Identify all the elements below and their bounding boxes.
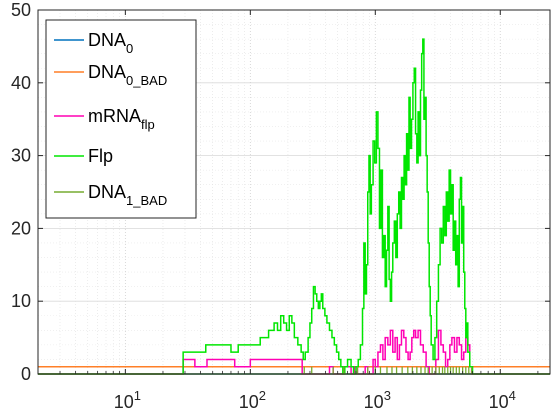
series-line-Flp <box>38 38 550 375</box>
series-line-mRNAflp <box>38 329 550 375</box>
legend-box <box>45 19 197 219</box>
y-tick-label: 0 <box>21 364 31 384</box>
plot-frame <box>37 9 551 375</box>
axis-ticks: 0 10 20 30 40 50 101 102 103 104 <box>11 0 550 412</box>
y-tick-label: 10 <box>11 291 31 311</box>
x-tick-label: 102 <box>239 388 266 412</box>
y-tick-label: 30 <box>11 146 31 166</box>
x-tick-label: 103 <box>364 388 391 412</box>
legend-label: mRNAflp <box>88 106 155 132</box>
x-tick-label: 101 <box>114 388 141 412</box>
legend-label: DNA0_BAD <box>88 62 167 88</box>
y-tick-label: 20 <box>11 218 31 238</box>
legend-label: DNA1_BAD <box>88 182 167 208</box>
legend-label: DNA0 <box>88 30 133 56</box>
y-tick-label: 40 <box>11 73 31 93</box>
y-tick-label: 50 <box>11 0 31 20</box>
x-tick-label: 104 <box>489 388 516 412</box>
legend-label: Flp <box>88 146 113 166</box>
legend: DNA0 DNA0_BAD mRNAflp Flp DNA1_BAD <box>45 19 197 219</box>
